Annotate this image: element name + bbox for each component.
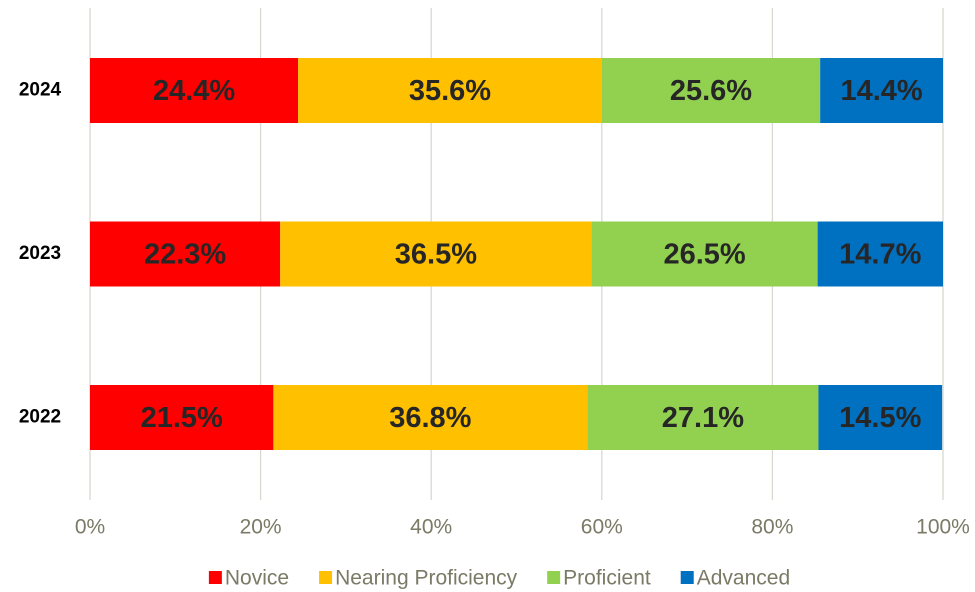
legend-label: Proficient [563, 567, 651, 590]
legend-swatch [547, 571, 561, 584]
bar-segment [90, 58, 299, 123]
bar-segment [298, 58, 602, 123]
data-label: 24.4% [153, 75, 235, 107]
x-tick-label: 80% [751, 516, 793, 539]
bar-segment [601, 58, 821, 123]
data-label: 14.7% [839, 239, 921, 271]
data-label: 22.3% [144, 239, 226, 271]
x-tick-label: 100% [916, 516, 970, 539]
legend-swatch [319, 571, 333, 584]
data-label: 25.6% [670, 75, 752, 107]
data-label: 36.8% [389, 402, 471, 434]
bar-segment [90, 385, 274, 450]
x-tick-label: 20% [240, 516, 282, 539]
bar-segment [587, 385, 819, 450]
x-tick-label: 40% [410, 516, 452, 539]
x-tick-label: 0% [75, 516, 105, 539]
data-label: 26.5% [663, 239, 745, 271]
bar-segment [591, 221, 818, 287]
legend-swatch [680, 571, 694, 584]
data-label: 27.1% [662, 402, 744, 434]
bar-segment [817, 221, 943, 287]
y-tick-label: 2024 [19, 80, 62, 101]
bar-segment [820, 58, 943, 123]
x-tick-label: 60% [581, 516, 623, 539]
data-label: 35.6% [409, 75, 491, 107]
data-label: 14.4% [840, 75, 922, 107]
y-tick-label: 2023 [19, 243, 61, 264]
bar-segment [90, 221, 281, 287]
legend-swatch [208, 571, 222, 584]
legend-label: Novice [225, 567, 289, 590]
data-label: 14.5% [839, 402, 921, 434]
legend-label: Nearing Proficiency [335, 567, 518, 590]
legend-label: Advanced [697, 567, 790, 590]
data-label: 36.5% [395, 239, 477, 271]
bar-segment [818, 385, 943, 450]
bar-segment [273, 385, 588, 450]
y-tick-label: 2022 [19, 407, 61, 428]
data-label: 21.5% [141, 402, 223, 434]
bar-segment [280, 221, 592, 287]
